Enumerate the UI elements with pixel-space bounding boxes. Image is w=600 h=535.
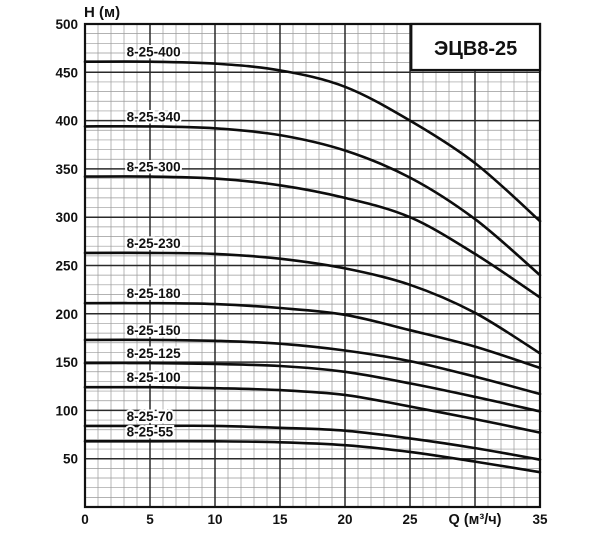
- curve-label-8-25-230: 8-25-230: [127, 236, 181, 251]
- x-axis-label: Q (м³/ч): [449, 512, 502, 528]
- curve-label-8-25-100: 8-25-100: [127, 370, 181, 385]
- y-tick-label: 150: [55, 355, 78, 370]
- x-tick-label: 35: [532, 512, 548, 527]
- chart-title: ЭЦВ8-25: [434, 38, 517, 60]
- curve-8-25-100: [83, 385, 542, 434]
- x-tick-label: 10: [207, 512, 222, 527]
- y-tick-label: 50: [63, 452, 78, 467]
- plot-border: [83, 22, 542, 509]
- curve-label-8-25-400: 8-25-400: [127, 45, 181, 60]
- x-tick-label: 25: [402, 512, 418, 527]
- curve-label-8-25-55: 8-25-55: [127, 424, 174, 439]
- x-tick-label: 15: [272, 512, 288, 527]
- x-tick-label: 5: [146, 512, 154, 527]
- y-tick-label: 100: [55, 403, 78, 418]
- y-tick-label: 300: [55, 210, 78, 225]
- curve-8-25-55: [83, 439, 542, 474]
- curve-8-25-125: [83, 361, 542, 413]
- y-tick-label: 500: [55, 17, 78, 32]
- y-tick-label: 450: [55, 65, 78, 80]
- curve-label-8-25-125: 8-25-125: [127, 346, 182, 361]
- curve-8-25-70: [83, 424, 542, 461]
- curve-label-8-25-70: 8-25-70: [127, 409, 174, 424]
- y-tick-label: 400: [55, 114, 78, 129]
- y-tick-label: 250: [55, 259, 78, 274]
- curve-8-25-300: [83, 175, 542, 299]
- y-axis-label: Н (м): [84, 4, 120, 21]
- y-tick-label: 350: [55, 162, 78, 177]
- x-tick-label: 20: [337, 512, 352, 527]
- curve-8-25-400: [83, 60, 542, 223]
- curve-label-8-25-180: 8-25-180: [127, 286, 181, 301]
- title-box: [410, 22, 542, 72]
- curve-8-25-230: [83, 251, 542, 355]
- curve-8-25-150: [83, 338, 542, 396]
- x-tick-label: 0: [81, 512, 89, 527]
- curve-label-8-25-340: 8-25-340: [127, 109, 181, 124]
- curve-label-8-25-150: 8-25-150: [127, 323, 181, 338]
- curve-label-8-25-300: 8-25-300: [127, 160, 181, 175]
- curve-8-25-340: [83, 124, 542, 277]
- y-tick-label: 200: [55, 307, 78, 322]
- curve-8-25-180: [83, 301, 542, 370]
